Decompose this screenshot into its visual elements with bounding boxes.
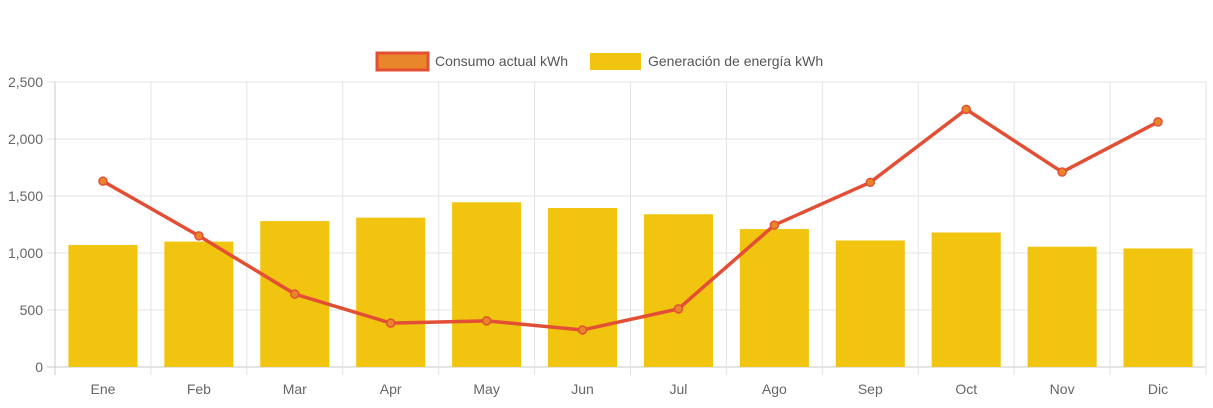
x-tick-label: Jul (670, 381, 688, 397)
bar-ene[interactable] (68, 245, 138, 367)
x-tick-label: Dic (1148, 381, 1168, 397)
consumo-line (101, 107, 1160, 332)
bar-sep[interactable] (835, 240, 905, 367)
x-tick-label: Mar (283, 381, 307, 397)
point-mar[interactable] (290, 289, 300, 299)
legend-swatch-consumo[interactable] (375, 51, 430, 72)
point-oct[interactable] (961, 104, 971, 115)
point-jun[interactable] (577, 325, 588, 335)
point-ene[interactable] (98, 176, 108, 186)
y-tick-label: 2,500 (8, 74, 43, 90)
legend-label-consumo[interactable]: Consumo actual kWh (435, 53, 568, 69)
grid-layer (47, 81, 1207, 375)
bar-apr[interactable] (356, 217, 426, 367)
y-tick-label: 1,500 (8, 188, 43, 204)
point-dic[interactable] (1153, 117, 1163, 127)
y-tick-label: 500 (20, 302, 44, 318)
bar-dic[interactable] (1123, 248, 1193, 367)
point-may[interactable] (481, 316, 492, 326)
bar-oct[interactable] (931, 232, 1001, 367)
legend-label-generacion[interactable]: Generación de energía kWh (648, 53, 823, 69)
x-tick-label: Sep (858, 381, 883, 397)
point-feb[interactable] (194, 231, 204, 241)
legend-swatch-generacion[interactable] (590, 53, 641, 70)
point-nov[interactable] (1057, 167, 1067, 177)
x-tick-label: Apr (380, 381, 402, 397)
bar-layer (68, 202, 1193, 367)
x-tick-label: Jun (571, 381, 594, 397)
y-tick-label: 0 (35, 359, 43, 375)
line-layer (98, 104, 1163, 335)
point-sep[interactable] (865, 177, 876, 188)
point-ago[interactable] (769, 220, 780, 230)
bar-jul[interactable] (643, 214, 713, 367)
y-tick-label: 1,000 (8, 245, 43, 261)
axis-layer: 0 500 1,000 1,500 2,000 2,500 Ene Feb Mar Apr May J… (8, 74, 1168, 397)
x-tick-label: Feb (187, 381, 211, 397)
legend: Consumo actual kWh Generación de energía… (375, 51, 823, 72)
x-tick-label: Nov (1050, 381, 1075, 397)
point-apr[interactable] (385, 318, 396, 328)
point-jul[interactable] (673, 304, 684, 314)
bar-feb[interactable] (164, 241, 234, 367)
x-tick-label: May (473, 381, 499, 397)
bar-ago[interactable] (739, 229, 809, 367)
bar-jun[interactable] (548, 207, 618, 367)
y-tick-label: 2,000 (8, 131, 43, 147)
x-tick-label: Ene (90, 381, 115, 397)
x-tick-label: Ago (762, 381, 787, 397)
x-tick-label: Oct (955, 381, 977, 397)
bar-nov[interactable] (1027, 246, 1097, 367)
bar-may[interactable] (452, 202, 522, 367)
